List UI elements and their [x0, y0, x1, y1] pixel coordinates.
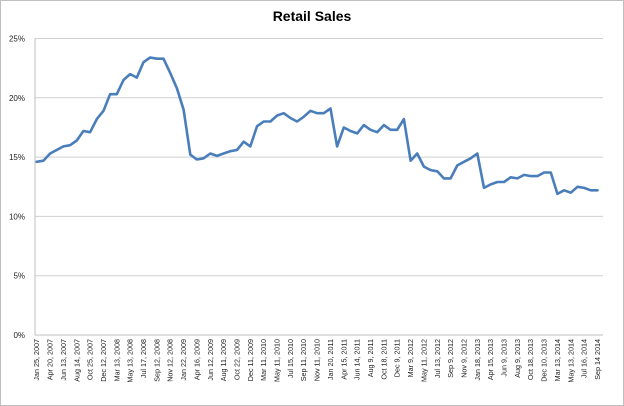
x-tick-label: Mar 13, 2008: [112, 339, 121, 381]
x-tick-label: May 11, 2010: [273, 339, 282, 382]
x-tick-label: Dec 12, 2007: [99, 339, 108, 382]
data-series: [35, 56, 599, 196]
retail-sales-line: [35, 56, 599, 196]
x-tick-label: Aug 11, 2009: [219, 339, 228, 381]
x-tick-label: Aug 14, 2007: [72, 339, 81, 382]
x-tick-label: Apr 16, 2009: [192, 339, 201, 380]
x-tick-label: Jan 25, 2007: [32, 339, 41, 381]
x-tick-label: Jan 18, 2013: [473, 339, 482, 381]
y-tick-label: 5%: [13, 272, 25, 281]
x-tick-label: Jul 13, 2012: [433, 339, 442, 378]
x-tick-label: Jul 15, 2010: [286, 339, 295, 378]
x-tick-label: May 11, 2012: [419, 339, 428, 382]
x-axis: Jan 25, 2007 Apr 20, 2007 Jun 13, 2007 Aug …: [32, 334, 603, 383]
y-tick-label: 10%: [9, 212, 25, 221]
x-tick-label: Dec 11, 2009: [246, 339, 255, 381]
y-tick-label: 15%: [9, 153, 25, 162]
x-tick-label: Jun 12, 2009: [206, 339, 215, 381]
x-tick-label: Jun 9, 2013: [500, 339, 509, 377]
x-tick-label: Oct 25, 2007: [86, 339, 95, 380]
x-tick-label: Oct 18, 2013: [526, 339, 535, 380]
x-tick-label: Mar 11, 2010: [259, 339, 268, 381]
x-tick-label: Jul 17, 2008: [139, 339, 148, 378]
x-tick-label: Aug 9, 2011: [366, 339, 375, 377]
y-axis: 0% 5% 10% 15% 20% 25%: [9, 35, 36, 340]
x-tick-label: Oct 22, 2009: [232, 339, 241, 380]
x-tick-label: Mar 13, 2014: [553, 339, 562, 381]
y-tick-label: 25%: [9, 35, 25, 44]
x-tick-label: Dec 9, 2011: [393, 339, 402, 377]
x-tick-label: May 13, 2008: [126, 339, 135, 383]
x-tick-label: Apr 20, 2007: [46, 339, 55, 380]
x-tick-label: Jun 13, 2007: [59, 339, 68, 381]
y-tick-label: 20%: [9, 94, 25, 103]
x-tick-label: Nov 9, 2012: [459, 339, 468, 378]
x-tick-label: Sep 11, 2010: [299, 339, 308, 381]
x-tick-label: Dec 10, 2013: [540, 339, 549, 382]
gridlines: [35, 38, 603, 277]
x-tick-label: Sep 9, 2012: [446, 339, 455, 378]
x-tick-label: Jan 20, 2011: [326, 339, 335, 380]
y-tick-label: 0%: [13, 331, 25, 340]
x-tick-label: Jan 22, 2009: [179, 339, 188, 381]
x-tick-label: May 13, 2014: [566, 339, 575, 383]
x-tick-label: Aug 9, 2013: [513, 339, 522, 378]
x-tick-label: Nov 11, 2010: [313, 339, 322, 381]
x-tick-label: Oct 18, 2011: [379, 339, 388, 380]
chart-title: Retail Sales: [272, 8, 352, 24]
x-tick-label: Apr 15, 2011: [339, 339, 348, 380]
x-tick-label: Sep 14 2014: [593, 339, 602, 380]
x-tick-label: Jul 16, 2014: [580, 339, 589, 378]
x-tick-label: Jun 14, 2011: [353, 339, 362, 380]
x-tick-label: Mar 9, 2012: [406, 339, 415, 377]
x-tick-label: Nov 12, 2008: [166, 339, 175, 382]
x-tick-label: Sep 12, 2008: [152, 339, 161, 382]
x-tick-label: Apr 15, 2013: [486, 339, 495, 380]
